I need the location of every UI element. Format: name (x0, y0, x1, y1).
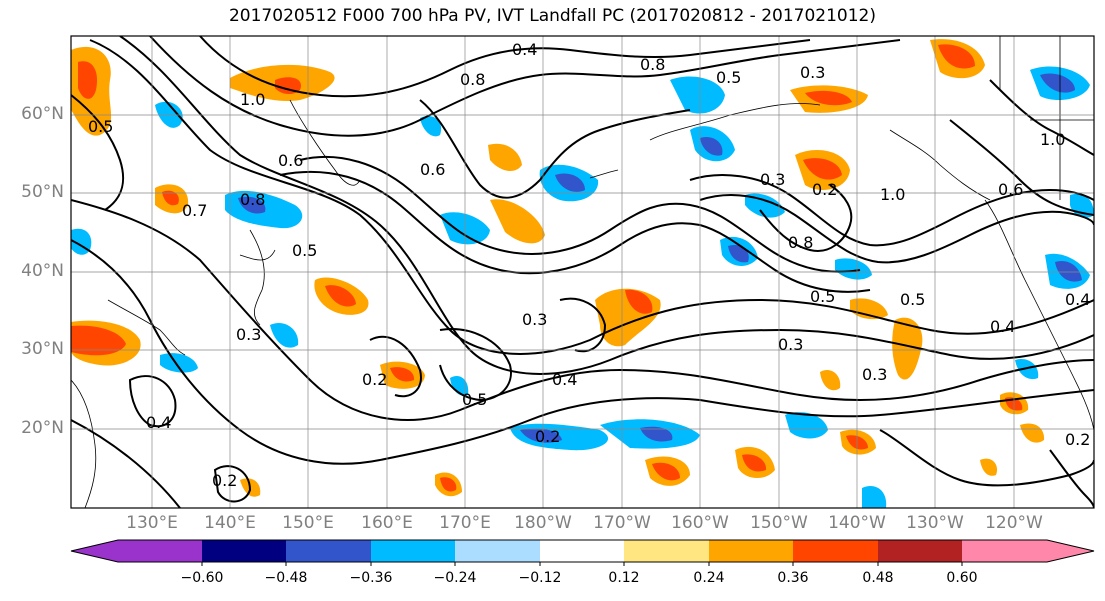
colorbar-tick-label: −0.48 (264, 570, 308, 586)
colorbar-tick-label: −0.24 (433, 570, 477, 586)
contour-label: 0.2 (812, 180, 837, 199)
contour-label: 0.3 (236, 325, 261, 344)
lat-label-30n: 30°N (21, 339, 64, 359)
colorbar-segment (709, 540, 793, 562)
contour-label: 0.5 (900, 290, 925, 309)
contour-label: 0.3 (778, 335, 803, 354)
colorbar-tick-label: −0.36 (349, 570, 393, 586)
contour-label: 0.2 (535, 427, 560, 446)
contour-label: 0.3 (760, 170, 785, 189)
contour-label: 0.3 (800, 63, 825, 82)
pv-contours (71, 36, 1094, 508)
contour-label: 0.3 (522, 310, 547, 329)
colorbar-tick-label: 0.48 (862, 570, 894, 586)
colorbar-tick-label: 0.36 (777, 570, 809, 586)
lat-label-40n: 40°N (21, 261, 64, 281)
lon-label: 150°E (282, 513, 334, 533)
lon-label: 170°E (439, 513, 491, 533)
colorbar-segment (878, 540, 962, 562)
contour-label: 0.7 (182, 201, 207, 220)
lon-label: 170°W (593, 513, 651, 533)
contour-label: 0.8 (460, 70, 485, 89)
lon-label: 150°W (750, 513, 808, 533)
contour-label: 0.3 (862, 365, 887, 384)
contour-label: 1.0 (1040, 130, 1065, 149)
colorbar-extend-high (962, 540, 1094, 562)
lon-label: 140°E (204, 513, 256, 533)
contour-label: 0.8 (240, 190, 265, 209)
coastlines (71, 36, 1094, 508)
contour-label: 0.5 (292, 241, 317, 260)
contour-label: 0.6 (278, 151, 303, 170)
contour-label: 0.4 (1065, 290, 1090, 309)
lon-label: 180°W (514, 513, 572, 533)
map-gridlines (71, 36, 1094, 508)
lat-label-60n: 60°N (21, 104, 64, 124)
colorbar-segment (455, 540, 540, 562)
contour-label: 0.4 (552, 370, 577, 389)
contour-label: 0.5 (810, 287, 835, 306)
colorbar (70, 539, 1095, 566)
colorbar-extend-low (71, 540, 118, 562)
contour-label: 0.2 (212, 471, 237, 490)
contour-label: 0.5 (716, 68, 741, 87)
contour-label: 0.5 (462, 390, 487, 409)
contour-label: 1.0 (240, 90, 265, 109)
lon-label: 140°W (828, 513, 886, 533)
colorbar-tick-label: −0.12 (518, 570, 562, 586)
contour-label: 0.5 (88, 117, 113, 136)
contour-label: 0.8 (640, 55, 665, 74)
contour-label: 0.2 (362, 370, 387, 389)
lon-label: 130°E (126, 513, 178, 533)
pv-shading (71, 39, 1094, 508)
colorbar-segment (793, 540, 878, 562)
colorbar-segment (286, 540, 371, 562)
contour-label: 0.4 (990, 317, 1015, 336)
contour-label: 0.4 (512, 40, 537, 59)
lat-label-20n: 20°N (21, 418, 64, 438)
contour-label: 1.0 (880, 185, 905, 204)
lon-label: 120°W (985, 513, 1043, 533)
lon-label: 160°E (361, 513, 413, 533)
lon-label: 160°W (671, 513, 729, 533)
map-frame (70, 35, 1095, 509)
colorbar-segment (371, 540, 455, 562)
colorbar-segment (624, 540, 709, 562)
contour-label: 0.6 (420, 160, 445, 179)
contour-labels: 1.0 0.5 0.6 0.7 0.8 0.5 0.3 0.2 0.4 0.2 … (88, 40, 1090, 490)
contour-label: 0.4 (146, 413, 171, 432)
colorbar-tick-label: 0.24 (693, 570, 725, 586)
colorbar-segment (202, 540, 286, 562)
colorbar-segment (118, 540, 202, 562)
contour-label: 0.6 (998, 180, 1023, 199)
colorbar-segment (540, 540, 624, 562)
contour-label: 0.2 (1065, 430, 1090, 449)
contour-label: 0.8 (788, 233, 813, 252)
colorbar-tick-label: 0.60 (946, 570, 978, 586)
lon-label: 130°W (906, 513, 964, 533)
colorbar-tick-label: −0.60 (180, 570, 224, 586)
map-title: 2017020512 F000 700 hPa PV, IVT Landfall… (228, 6, 876, 26)
map-plot-area: 1.0 0.5 0.6 0.7 0.8 0.5 0.3 0.2 0.4 0.2 … (71, 36, 1094, 508)
lat-label-50n: 50°N (21, 182, 64, 202)
colorbar-tick-label: 0.12 (608, 570, 640, 586)
